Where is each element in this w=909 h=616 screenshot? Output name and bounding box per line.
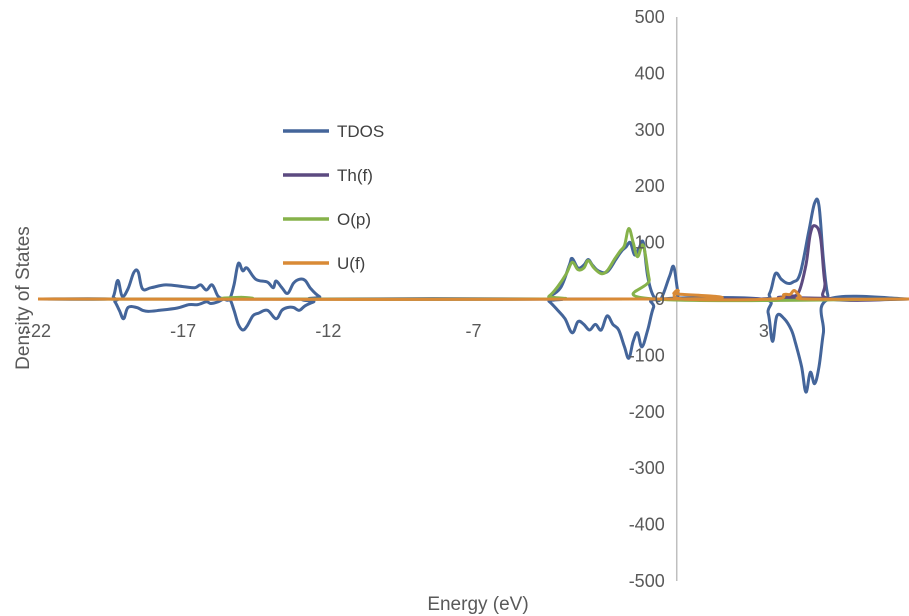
y-axis-title: Density of States [13, 226, 34, 370]
legend-label: U(f) [337, 254, 365, 273]
legend-label: Th(f) [337, 166, 373, 185]
y-tick-label: 0 [655, 289, 665, 309]
series-line-th-f [37, 224, 909, 302]
tick-labels: -500 -400 -300 -200 -100 0 100 200 300 400 500 -22 -… [25, 7, 769, 591]
x-tick-label: -7 [465, 321, 481, 341]
y-tick-label: -300 [629, 458, 665, 478]
x-tick-label: 3 [759, 321, 769, 341]
y-tick-label: 100 [635, 233, 665, 253]
series-line-u-f [37, 288, 909, 302]
legend-label: O(p) [337, 210, 371, 229]
y-tick-label: -200 [629, 402, 665, 422]
y-tick-label: 200 [635, 176, 665, 196]
series-line-tdos [37, 197, 909, 303]
x-tick-label: -17 [170, 321, 196, 341]
x-tick-label: -22 [25, 321, 51, 341]
y-tick-label: 300 [635, 120, 665, 140]
y-tick-label: -400 [629, 515, 665, 535]
legend: TDOS Th(f) O(p) U(f) [283, 122, 384, 273]
series-layer [37, 197, 909, 394]
x-tick-label: -12 [315, 321, 341, 341]
y-tick-label: 500 [635, 7, 665, 27]
legend-label: TDOS [337, 122, 384, 141]
x-axis-title: Energy (eV) [427, 594, 528, 615]
y-tick-label: 400 [635, 63, 665, 83]
y-tick-label: -500 [629, 571, 665, 591]
series-line-tdos-down [37, 294, 909, 394]
y-tick-label: -100 [629, 345, 665, 365]
series-line-o-p [37, 226, 909, 303]
